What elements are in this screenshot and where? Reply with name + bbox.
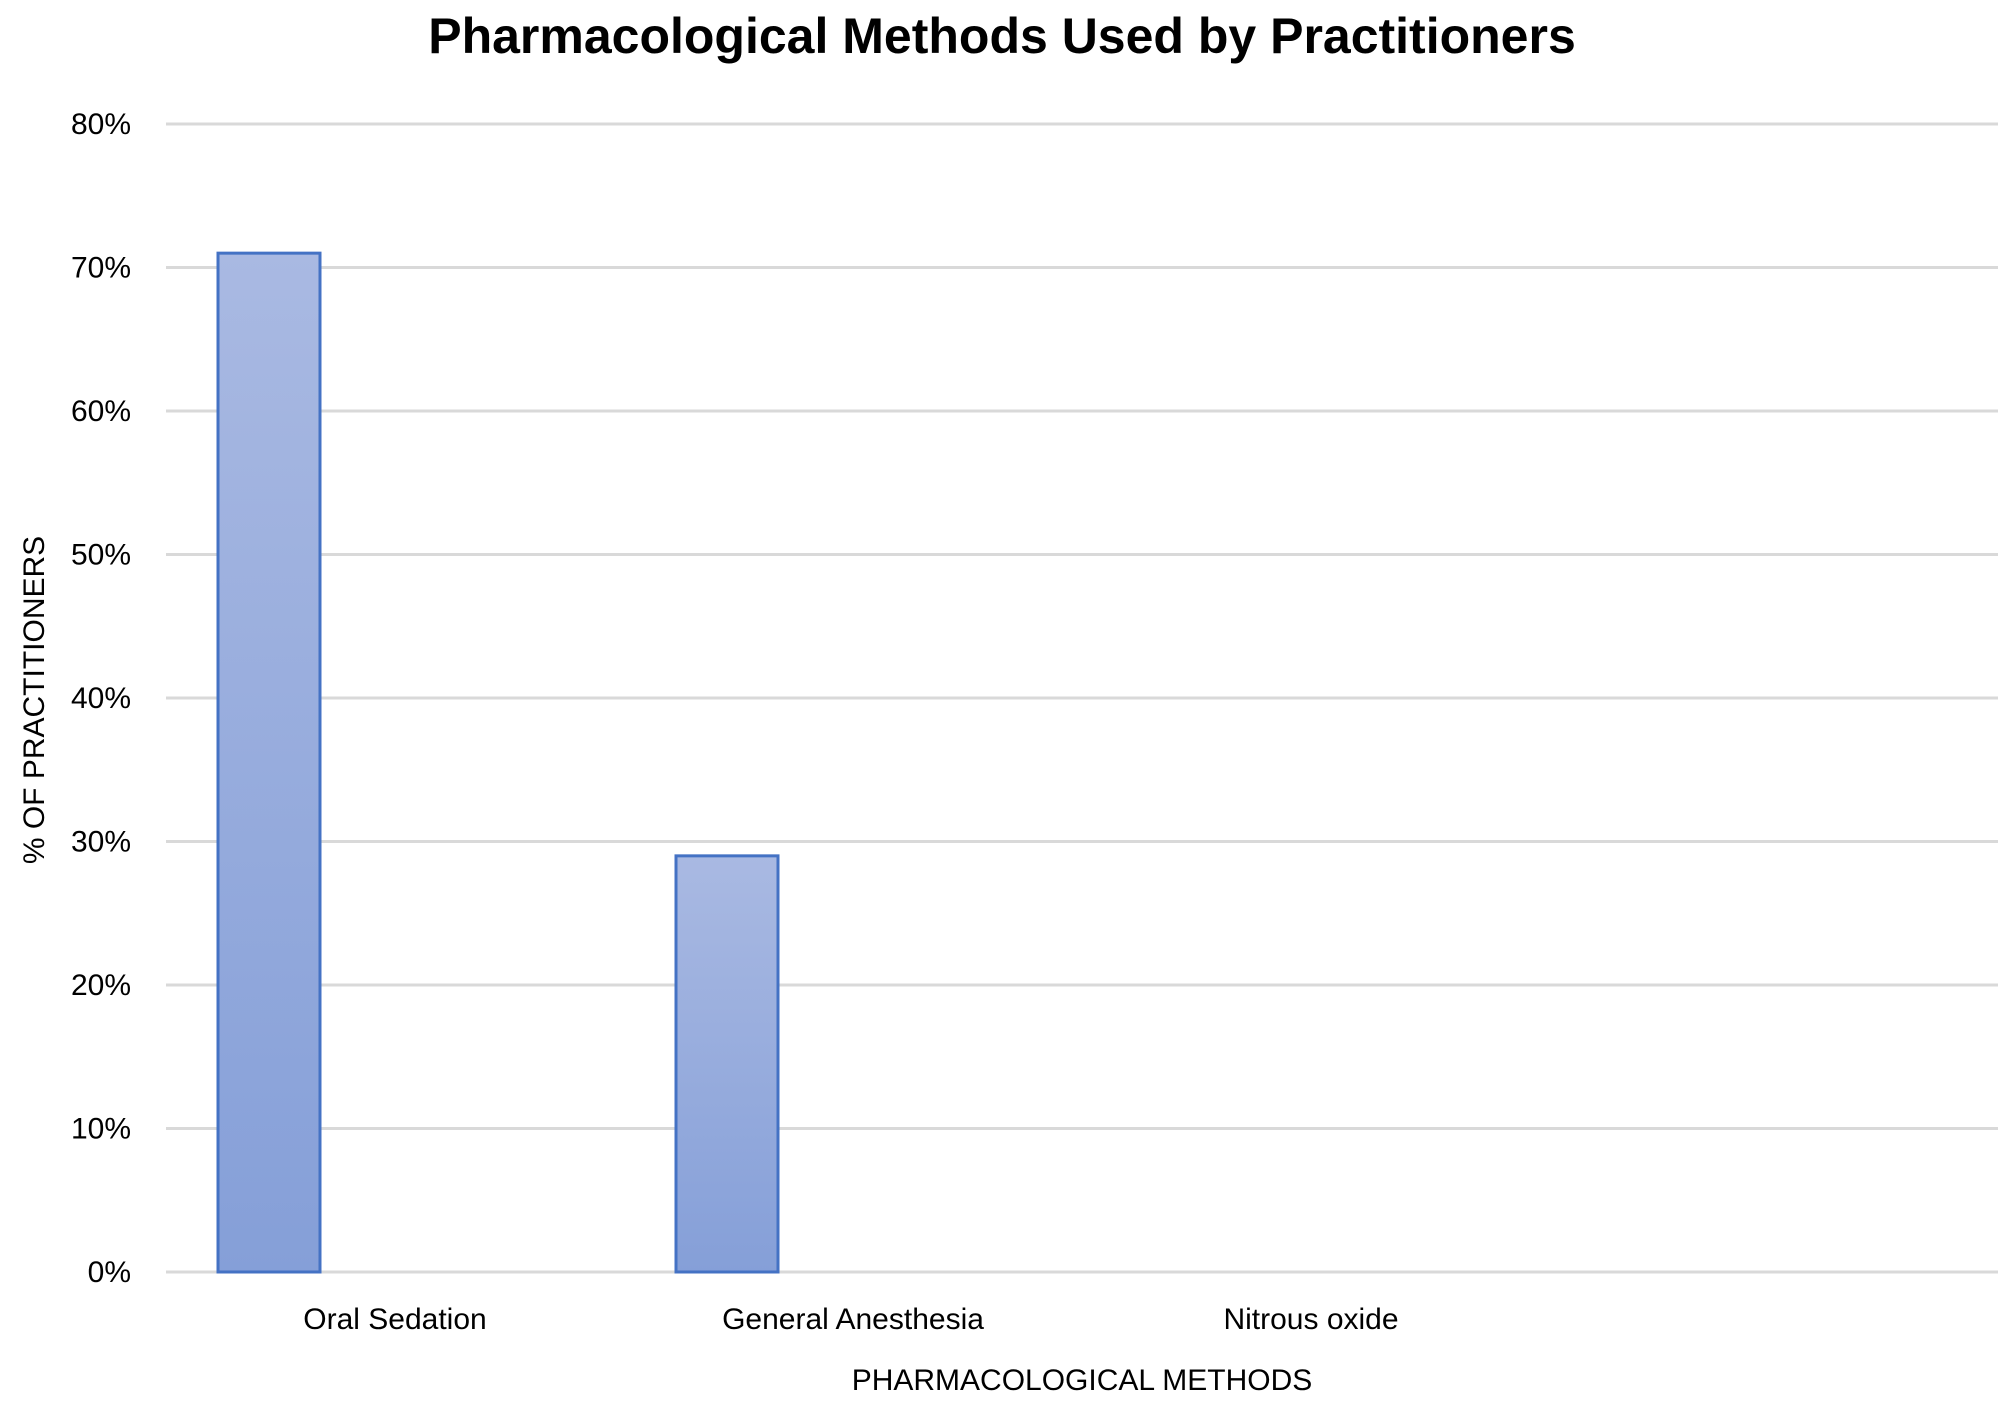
y-tick-label: 80% [71,108,131,141]
y-tick-label: 60% [71,395,131,428]
bars [216,251,780,1274]
chart-title: Pharmacological Methods Used by Practiti… [428,8,1576,64]
bar [216,251,322,1274]
y-tick-label: 70% [71,252,131,285]
y-axis-title: % OF PRACTITIONERS [18,536,51,864]
y-tick-label: 50% [71,539,131,572]
gridlines [166,122,1998,1274]
y-tick-label: 20% [71,969,131,1002]
x-axis-title: PHARMACOLOGICAL METHODS [852,1364,1313,1397]
bar [674,854,780,1274]
x-tick-label: Nitrous oxide [1223,1303,1398,1336]
y-axis-tick-labels: 0% 10% 20% 30% 40% 50% 60% 70% 80% [71,108,131,1289]
y-tick-label: 30% [71,826,131,859]
x-tick-label: General Anesthesia [722,1303,984,1336]
x-axis-tick-labels: Oral Sedation General Anesthesia Nitrous o… [303,1303,1398,1336]
y-tick-label: 10% [71,1113,131,1146]
y-tick-label: 0% [88,1256,131,1289]
y-tick-label: 40% [71,682,131,715]
x-tick-label: Oral Sedation [303,1303,486,1336]
